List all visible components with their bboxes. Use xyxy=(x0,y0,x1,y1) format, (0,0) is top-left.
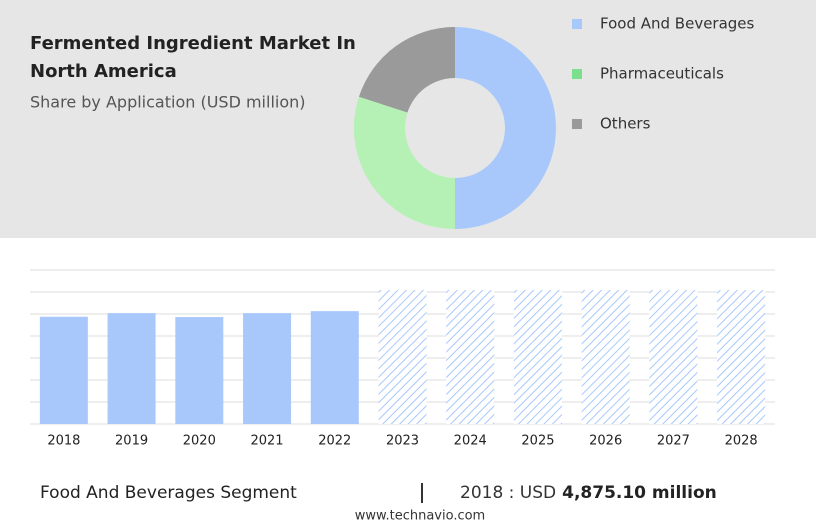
legend: Food And Beverages Pharmaceuticals Others xyxy=(572,15,755,133)
bar xyxy=(175,317,224,424)
donut-chart xyxy=(353,27,556,230)
x-tick-label: 2021 xyxy=(250,434,283,449)
x-tick-label: 2023 xyxy=(386,434,419,449)
legend-label: Food And Beverages xyxy=(600,15,755,33)
legend-swatch xyxy=(572,69,582,79)
segment-label: Food And Beverages Segment xyxy=(40,483,297,503)
chart-title: North America xyxy=(30,61,177,82)
website: www.technavio.com xyxy=(355,509,485,524)
x-tick-label: 2024 xyxy=(454,434,487,449)
forecast-bar xyxy=(581,290,630,424)
footer-value: 2018 : USD 4,875.10 million xyxy=(460,483,717,503)
donut-slice xyxy=(353,96,455,230)
legend-label: Pharmaceuticals xyxy=(600,65,724,83)
chart-title: Fermented Ingredient Market In xyxy=(30,33,356,54)
bar-chart: 2018 2019 2020 2021 2022 2023 2024 2025 2026 2027… xyxy=(30,269,775,449)
x-tick-label: 2028 xyxy=(725,434,758,449)
forecast-bar xyxy=(378,290,427,424)
bar xyxy=(243,313,292,424)
bar xyxy=(310,311,359,424)
x-tick-label: 2027 xyxy=(657,434,690,449)
legend-swatch xyxy=(572,119,582,129)
donut-slice xyxy=(455,27,556,229)
x-tick-label: 2022 xyxy=(318,434,351,449)
value-label: 4,875.10 million xyxy=(562,483,717,503)
bar xyxy=(39,316,88,424)
x-tick-label: 2026 xyxy=(589,434,622,449)
forecast-bar xyxy=(649,290,698,424)
year-label: 2018 : USD xyxy=(460,483,556,503)
legend-label: Others xyxy=(600,115,651,133)
forecast-bar xyxy=(446,290,495,424)
forecast-bar xyxy=(717,290,766,424)
chart-subtitle: Share by Application (USD million) xyxy=(30,93,306,112)
x-tick-label: 2019 xyxy=(115,434,148,449)
bar xyxy=(107,313,156,424)
x-tick-label: 2018 xyxy=(47,434,80,449)
forecast-bar xyxy=(513,290,562,424)
donut-slice xyxy=(358,27,455,113)
x-tick-label: 2025 xyxy=(521,434,554,449)
x-tick-label: 2020 xyxy=(183,434,216,449)
legend-swatch xyxy=(572,19,582,29)
